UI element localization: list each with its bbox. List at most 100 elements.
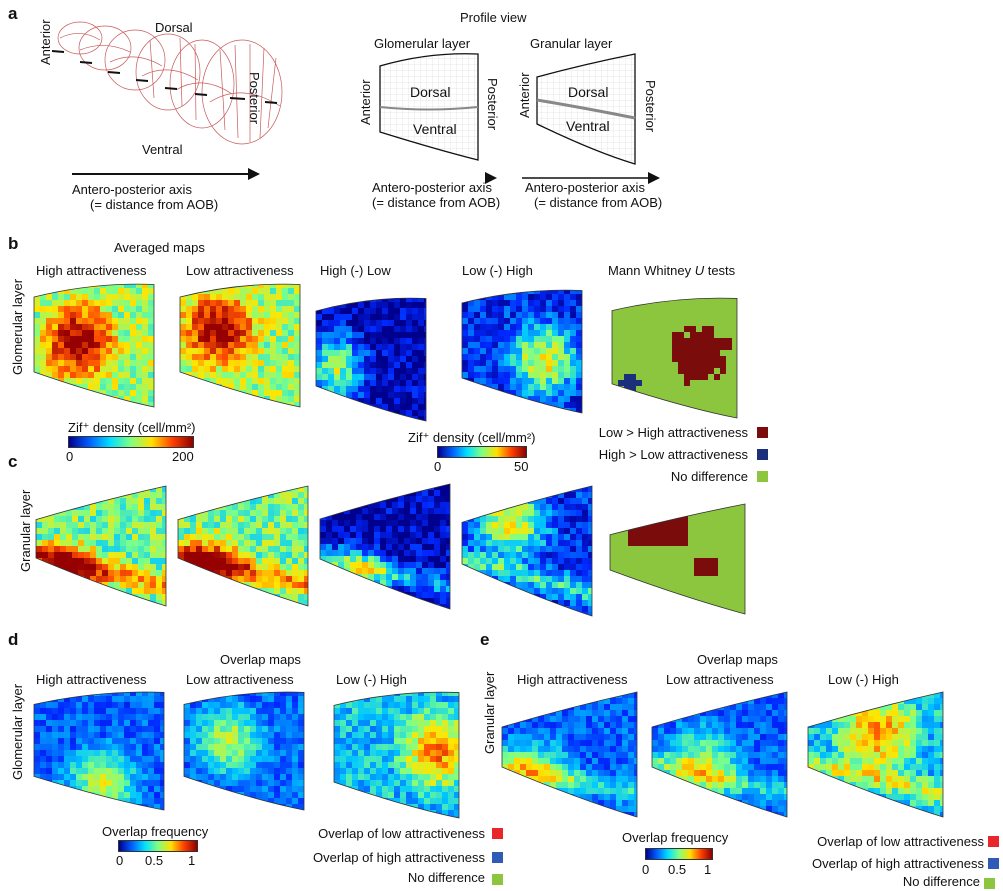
heatmap-c-high-minus-low — [319, 483, 451, 610]
heatmap-b-low-minus-high — [461, 289, 583, 414]
density-colorbar-label-1: Zif⁺ density (cell/mm²) — [68, 420, 196, 435]
anterior-label: Anterior — [38, 19, 53, 65]
heatmap-b-low — [179, 283, 301, 408]
d-overlap-tick-05: 0.5 — [145, 853, 164, 868]
profile-anterior-label-2: Anterior — [517, 72, 532, 118]
d-legend-label-2: Overlap of high attractiveness — [313, 850, 485, 865]
d-row-label: Glomerular layer — [10, 683, 25, 780]
d-overlap-colorbar-label: Overlap frequency — [102, 824, 209, 839]
glomerular-layer-title: Glomerular layer — [374, 36, 471, 51]
overlap-e-low — [651, 691, 788, 818]
profile-axis-sublabel-1: (= distance from AOB) — [372, 195, 501, 210]
ap-axis-sublabel: (= distance from AOB) — [90, 197, 219, 212]
ventral-label: Ventral — [142, 142, 183, 157]
profile-anterior-label: Anterior — [358, 79, 373, 125]
mw-legend-label-3: No difference — [670, 469, 748, 484]
panel-label-e: e — [480, 630, 490, 649]
d-overlap-colorbar — [118, 840, 198, 852]
profile-ventral-label-2: Ventral — [566, 118, 610, 134]
density-colorbar-2 — [437, 446, 527, 458]
mw-map-b — [611, 297, 738, 419]
e-col-title-2: Low attractiveness — [666, 672, 774, 687]
profile-dorsal-label: Dorsal — [410, 84, 451, 100]
heatmap-c-low — [177, 485, 309, 607]
d-overlap-tick-1: 1 — [188, 853, 196, 868]
profile-axis-label-2: Antero-posterior axis — [525, 180, 645, 195]
d-legend-swatch-1 — [492, 828, 503, 839]
heatmap-b-high-minus-low — [315, 297, 427, 422]
ap-axis-arrow — [72, 168, 260, 180]
mw-legend-label-1: Low > High attractiveness — [598, 425, 748, 440]
density-colorbar-max-2: 50 — [514, 459, 529, 474]
panel-label-d: d — [8, 630, 19, 649]
dorsal-label: Dorsal — [155, 20, 193, 35]
profile-posterior-label-2: Posterior — [643, 80, 658, 133]
d-overlap-maps-title: Overlap maps — [220, 652, 301, 667]
mw-legend-swatch-3 — [757, 471, 768, 482]
profile-ventral-label: Ventral — [413, 121, 457, 137]
e-legend-label-3: No difference — [902, 874, 980, 889]
density-colorbar-min-2: 0 — [434, 459, 442, 474]
e-legend-swatch-3 — [984, 878, 995, 889]
posterior-label: Posterior — [247, 72, 262, 125]
e-col-title-3: Low (-) High — [828, 672, 899, 687]
mann-whitney-title: Mann Whitney U tests — [608, 263, 736, 278]
e-overlap-colorbar-label: Overlap frequency — [622, 830, 729, 845]
mw-map-c — [609, 503, 746, 615]
heatmap-c-high — [35, 485, 167, 607]
e-overlap-tick-05: 0.5 — [668, 862, 687, 877]
d-legend-swatch-3 — [492, 874, 503, 885]
profile-view-title: Profile view — [460, 10, 527, 25]
profile-axis-sublabel-2: (= distance from AOB) — [534, 195, 663, 210]
profile-dorsal-label-2: Dorsal — [568, 84, 609, 100]
c-row-label: Granular layer — [18, 489, 33, 572]
panel-label-b: b — [8, 234, 19, 253]
density-colorbar-label-2: Zif⁺ density (cell/mm²) — [408, 430, 536, 445]
e-legend-label-1: Overlap of low attractiveness — [817, 834, 984, 849]
profile-axis-arrow-1 — [485, 172, 497, 184]
density-colorbar-1 — [68, 436, 194, 448]
e-row-label: Granular layer — [482, 671, 497, 754]
e-overlap-colorbar — [645, 848, 713, 860]
profile-glomerular-outline — [379, 53, 479, 161]
e-overlap-tick-0: 0 — [642, 862, 650, 877]
profile-axis-label-1: Antero-posterior axis — [372, 180, 492, 195]
granular-layer-title: Granular layer — [530, 36, 613, 51]
e-col-title-1: High attractiveness — [517, 672, 628, 687]
mw-legend-swatch-2 — [757, 449, 768, 460]
bulb-sections-illustration — [51, 21, 283, 145]
density-colorbar-min-1: 0 — [66, 449, 74, 464]
d-col-title-3: Low (-) High — [336, 672, 407, 687]
b-col-title-4: Low (-) High — [462, 263, 533, 278]
panel-label-c: c — [8, 452, 18, 471]
mw-legend-label-2: High > Low attractiveness — [598, 447, 748, 462]
b-row-label: Glomerular layer — [10, 278, 25, 375]
d-col-title-1: High attractiveness — [36, 672, 147, 687]
d-legend-label-3: No difference — [407, 870, 485, 885]
b-col-title-2: Low attractiveness — [186, 263, 294, 278]
profile-axis-arrow-2 — [522, 172, 660, 184]
e-legend-swatch-2 — [988, 858, 999, 869]
heatmap-c-low-minus-high — [461, 485, 593, 617]
e-legend-label-2: Overlap of high attractiveness — [812, 856, 984, 871]
profile-posterior-label: Posterior — [485, 78, 500, 131]
d-overlap-tick-0: 0 — [116, 853, 124, 868]
e-overlap-tick-1: 1 — [704, 862, 712, 877]
ap-axis-label: Antero-posterior axis — [72, 182, 192, 197]
profile-granular-outline — [536, 53, 636, 165]
b-col-title-1: High attractiveness — [36, 263, 147, 278]
e-legend-swatch-1 — [988, 836, 999, 847]
d-col-title-2: Low attractiveness — [186, 672, 294, 687]
overlap-d-high — [33, 691, 165, 811]
b-col-title-3: High (-) Low — [320, 263, 391, 278]
overlap-e-low-minus-high — [807, 691, 944, 818]
overlap-e-high — [501, 691, 638, 818]
mw-legend-swatch-1 — [757, 427, 768, 438]
density-colorbar-max-1: 200 — [172, 449, 194, 464]
e-overlap-maps-title: Overlap maps — [697, 652, 778, 667]
panel-label-a: a — [8, 4, 18, 23]
heatmap-b-high — [33, 283, 155, 408]
overlap-d-low-minus-high — [333, 691, 460, 819]
overlap-d-low — [183, 691, 305, 811]
averaged-maps-title: Averaged maps — [114, 240, 205, 255]
